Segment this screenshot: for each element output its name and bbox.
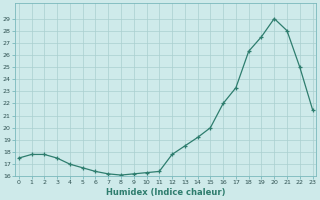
X-axis label: Humidex (Indice chaleur): Humidex (Indice chaleur) bbox=[106, 188, 225, 197]
